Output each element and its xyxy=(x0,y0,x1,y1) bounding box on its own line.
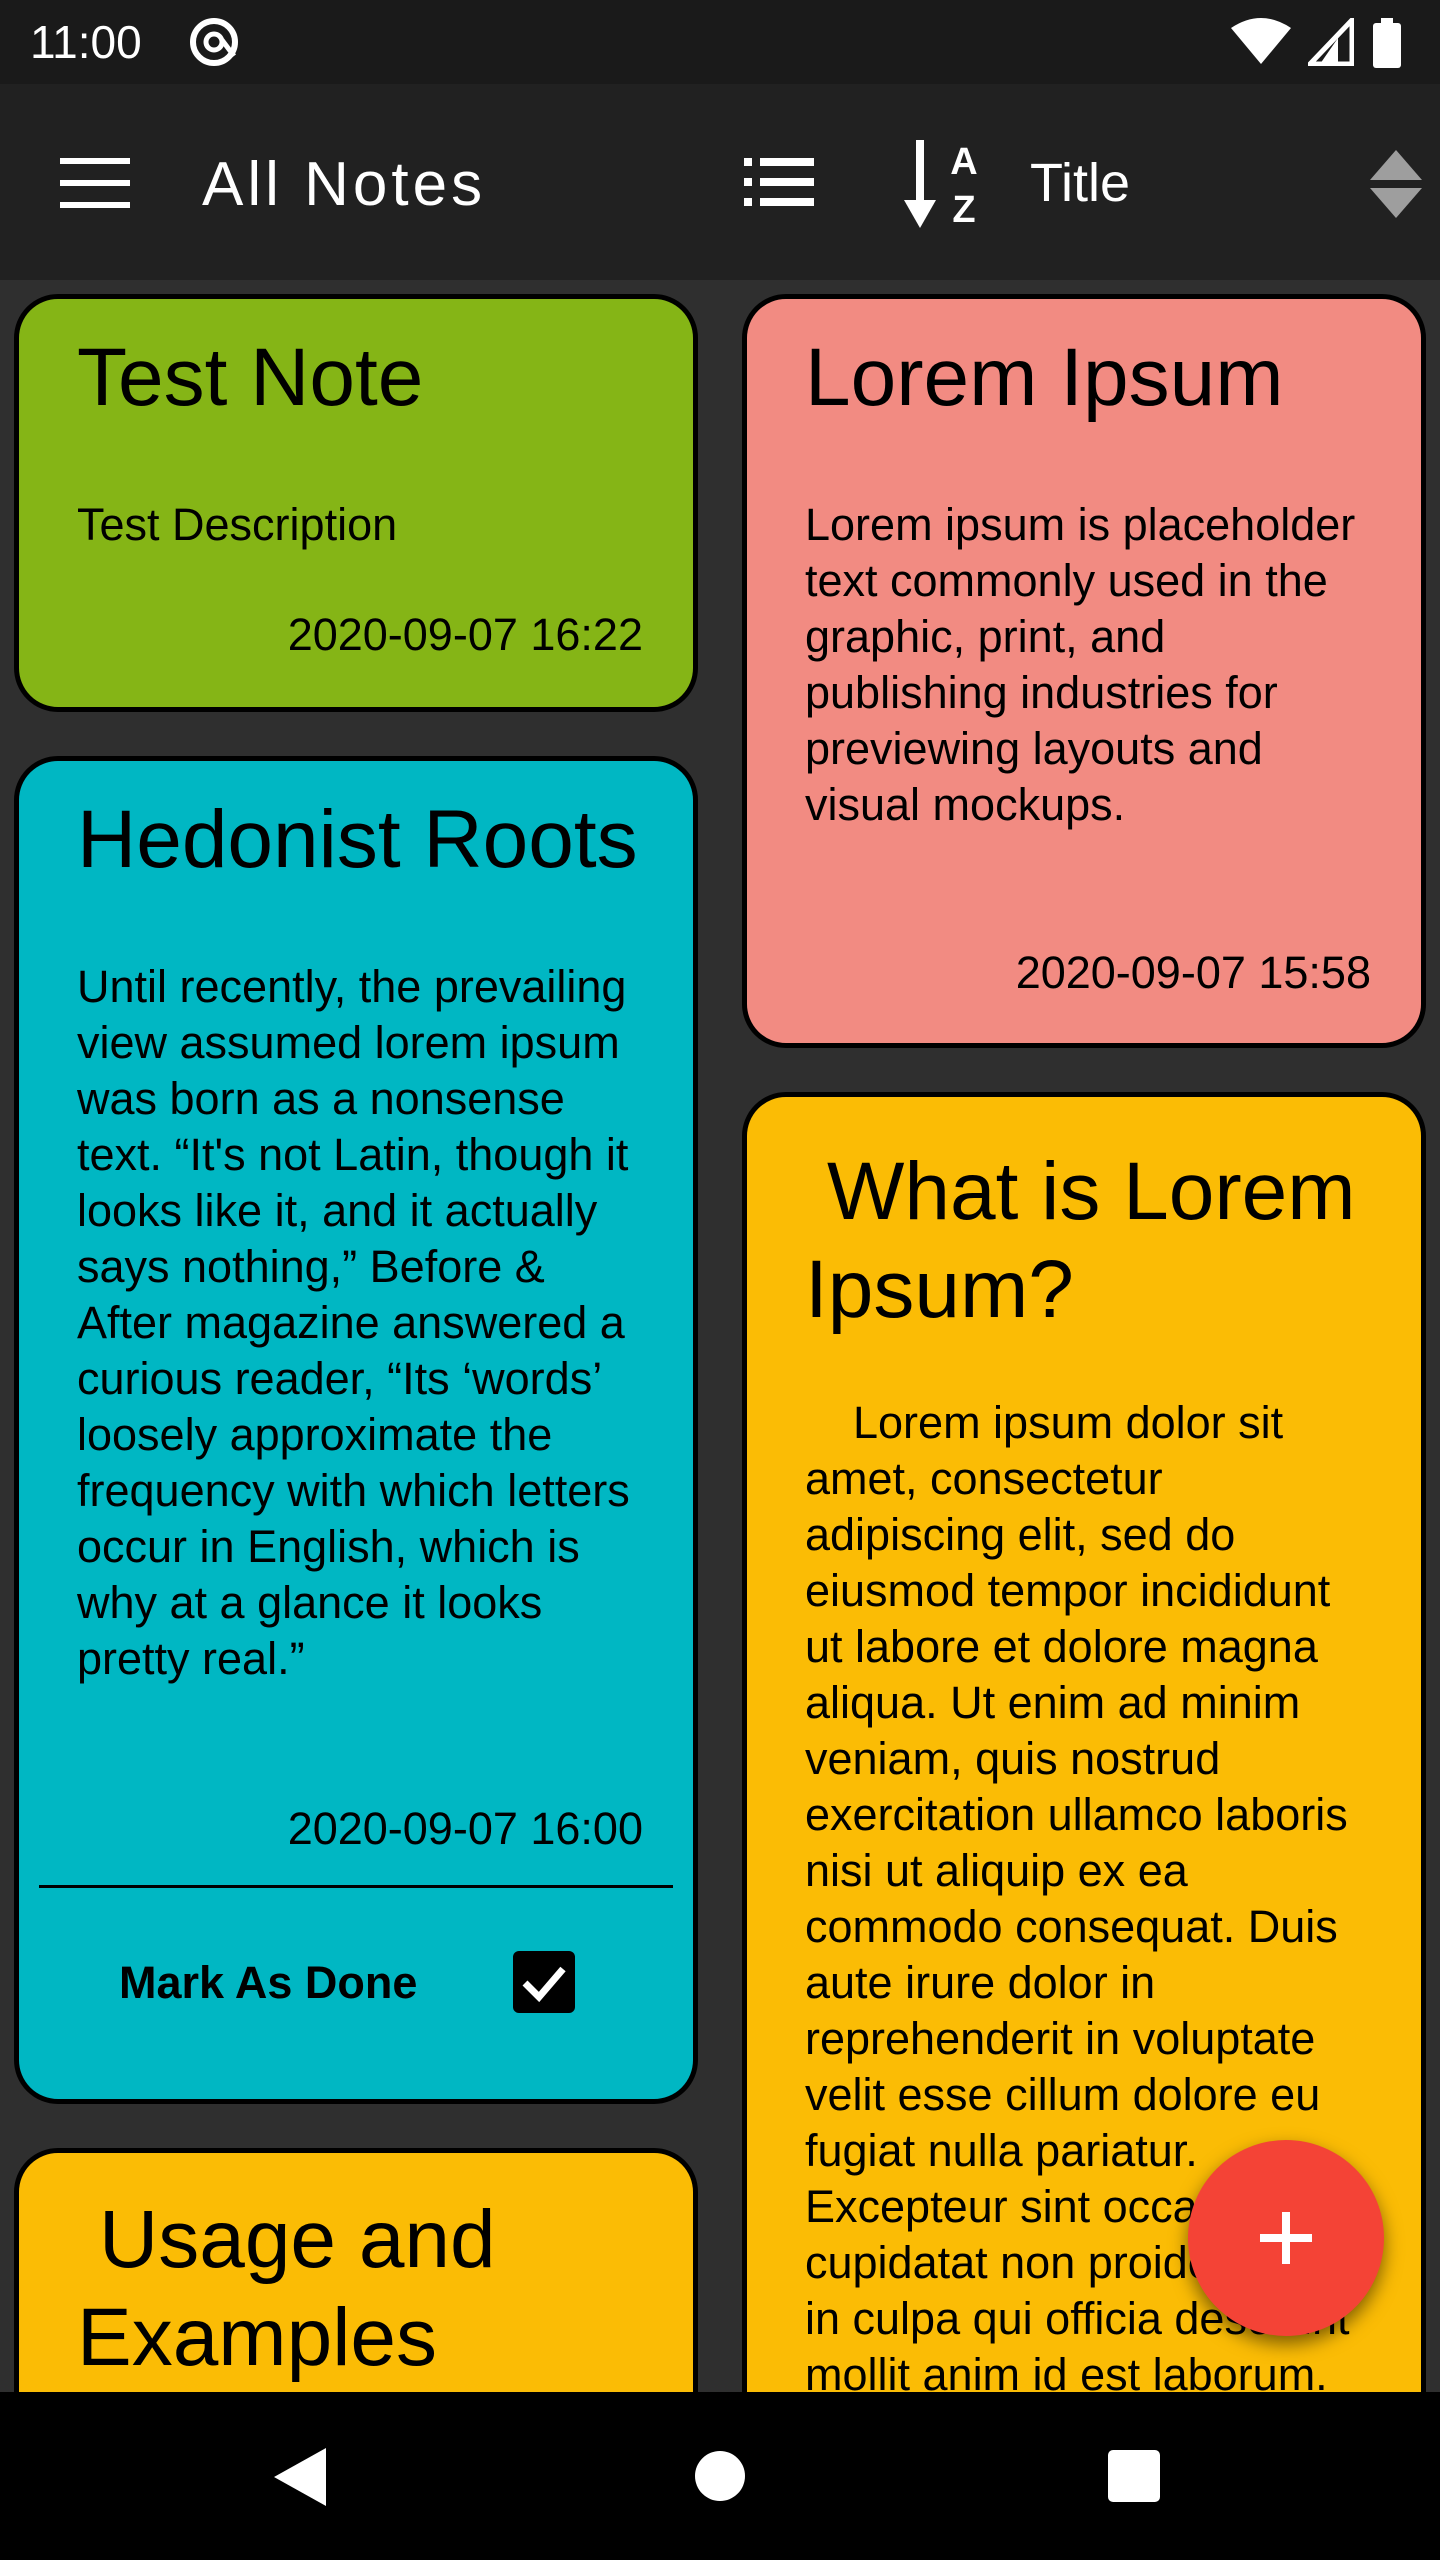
note-description: Until recently, the prevailing view assu… xyxy=(77,961,630,1684)
nav-home-icon[interactable] xyxy=(694,2450,746,2502)
svg-text:A: A xyxy=(950,141,977,183)
note-date: 2020-09-07 15:58 xyxy=(1015,947,1371,998)
note-description: Lorem ipsum dolor sit amet, consectetur … xyxy=(805,1397,1361,2400)
sort-az-icon[interactable]: A Z xyxy=(902,136,988,230)
mark-as-done-checkbox[interactable] xyxy=(513,1951,575,2013)
note-card[interactable]: Test Note Test Description 2020-09-07 16… xyxy=(14,294,698,712)
note-description: Test Description xyxy=(77,499,398,550)
sort-order-icon[interactable] xyxy=(1368,148,1424,220)
check-icon xyxy=(522,1966,566,2003)
page-title: All Notes xyxy=(202,150,487,219)
list-view-icon[interactable] xyxy=(744,154,814,210)
note-date: 2020-09-07 16:00 xyxy=(287,1803,643,1854)
wifi-icon xyxy=(1231,18,1291,64)
note-card[interactable]: Hedonist Roots Until recently, the preva… xyxy=(14,756,698,2104)
mark-as-done-label: Mark As Done xyxy=(119,1957,418,2008)
note-title: Usage and Examples xyxy=(77,2194,496,2383)
divider xyxy=(39,1885,673,1888)
note-title: What is Lorem Ipsum? xyxy=(805,1146,1356,1335)
status-bar: 11:00 xyxy=(0,0,1440,84)
add-note-button[interactable] xyxy=(1188,2140,1384,2336)
at-sign-icon xyxy=(190,18,238,66)
plus-icon xyxy=(1260,2212,1312,2264)
nav-recents-icon[interactable] xyxy=(1108,2450,1160,2502)
signal-icon xyxy=(1308,18,1354,66)
status-time: 11:00 xyxy=(30,16,142,68)
note-description: Lorem ipsum is placeholder text commonly… xyxy=(805,499,1356,830)
note-card[interactable]: What is Lorem Ipsum? Lorem ipsum dolor s… xyxy=(742,1092,1426,2492)
note-card[interactable]: Lorem Ipsum Lorem ipsum is placeholder t… xyxy=(742,294,1426,1048)
nav-back-icon[interactable] xyxy=(272,2446,328,2508)
note-date: 2020-09-07 16:22 xyxy=(287,609,643,660)
menu-icon[interactable] xyxy=(60,156,130,210)
svg-text:Z: Z xyxy=(952,189,975,230)
note-title: Lorem Ipsum xyxy=(805,332,1284,423)
status-icons xyxy=(1230,18,1420,68)
app-bar: All Notes A Z Title xyxy=(0,84,1440,280)
note-title: Hedonist Roots xyxy=(77,794,638,885)
note-title: Test Note xyxy=(77,332,424,423)
sort-field-label[interactable]: Title xyxy=(1030,153,1131,213)
battery-icon xyxy=(1373,18,1401,68)
system-nav-bar xyxy=(0,2392,1440,2560)
